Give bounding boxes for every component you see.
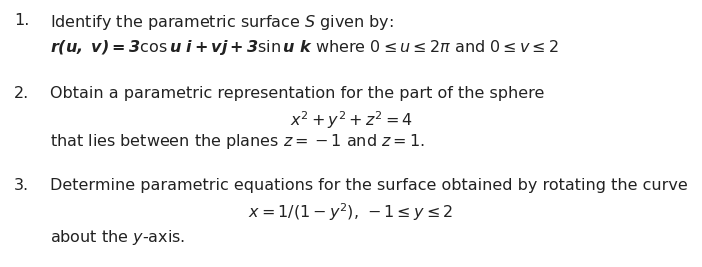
Text: about the $y$-axis.: about the $y$-axis. — [50, 228, 185, 247]
Text: that lies between the planes $z = -1$ and $z = 1$.: that lies between the planes $z = -1$ an… — [50, 132, 425, 151]
Text: $\bfit{r}(u,\ v) = 3\cos u\ \bfit{i} + v\bfit{j} + 3\sin u\ \bfit{k}$ where $0 \: $\bfit{r}(u,\ v) = 3\cos u\ \bfit{i} + v… — [50, 38, 559, 57]
Text: Identify the parametric surface $S$ given by:: Identify the parametric surface $S$ give… — [50, 13, 394, 32]
Text: Obtain a parametric representation for the part of the sphere: Obtain a parametric representation for t… — [50, 86, 544, 101]
Text: $x^2 + y^2 + z^2 = 4$: $x^2 + y^2 + z^2 = 4$ — [290, 109, 412, 131]
Text: 2.: 2. — [14, 86, 29, 101]
Text: Determine parametric equations for the surface obtained by rotating the curve: Determine parametric equations for the s… — [50, 178, 688, 193]
Text: 1.: 1. — [14, 13, 29, 28]
Text: $x = 1/(1 - y^2),\,-1 \leq y \leq 2$: $x = 1/(1 - y^2),\,-1 \leq y \leq 2$ — [249, 201, 453, 223]
Text: 3.: 3. — [14, 178, 29, 193]
